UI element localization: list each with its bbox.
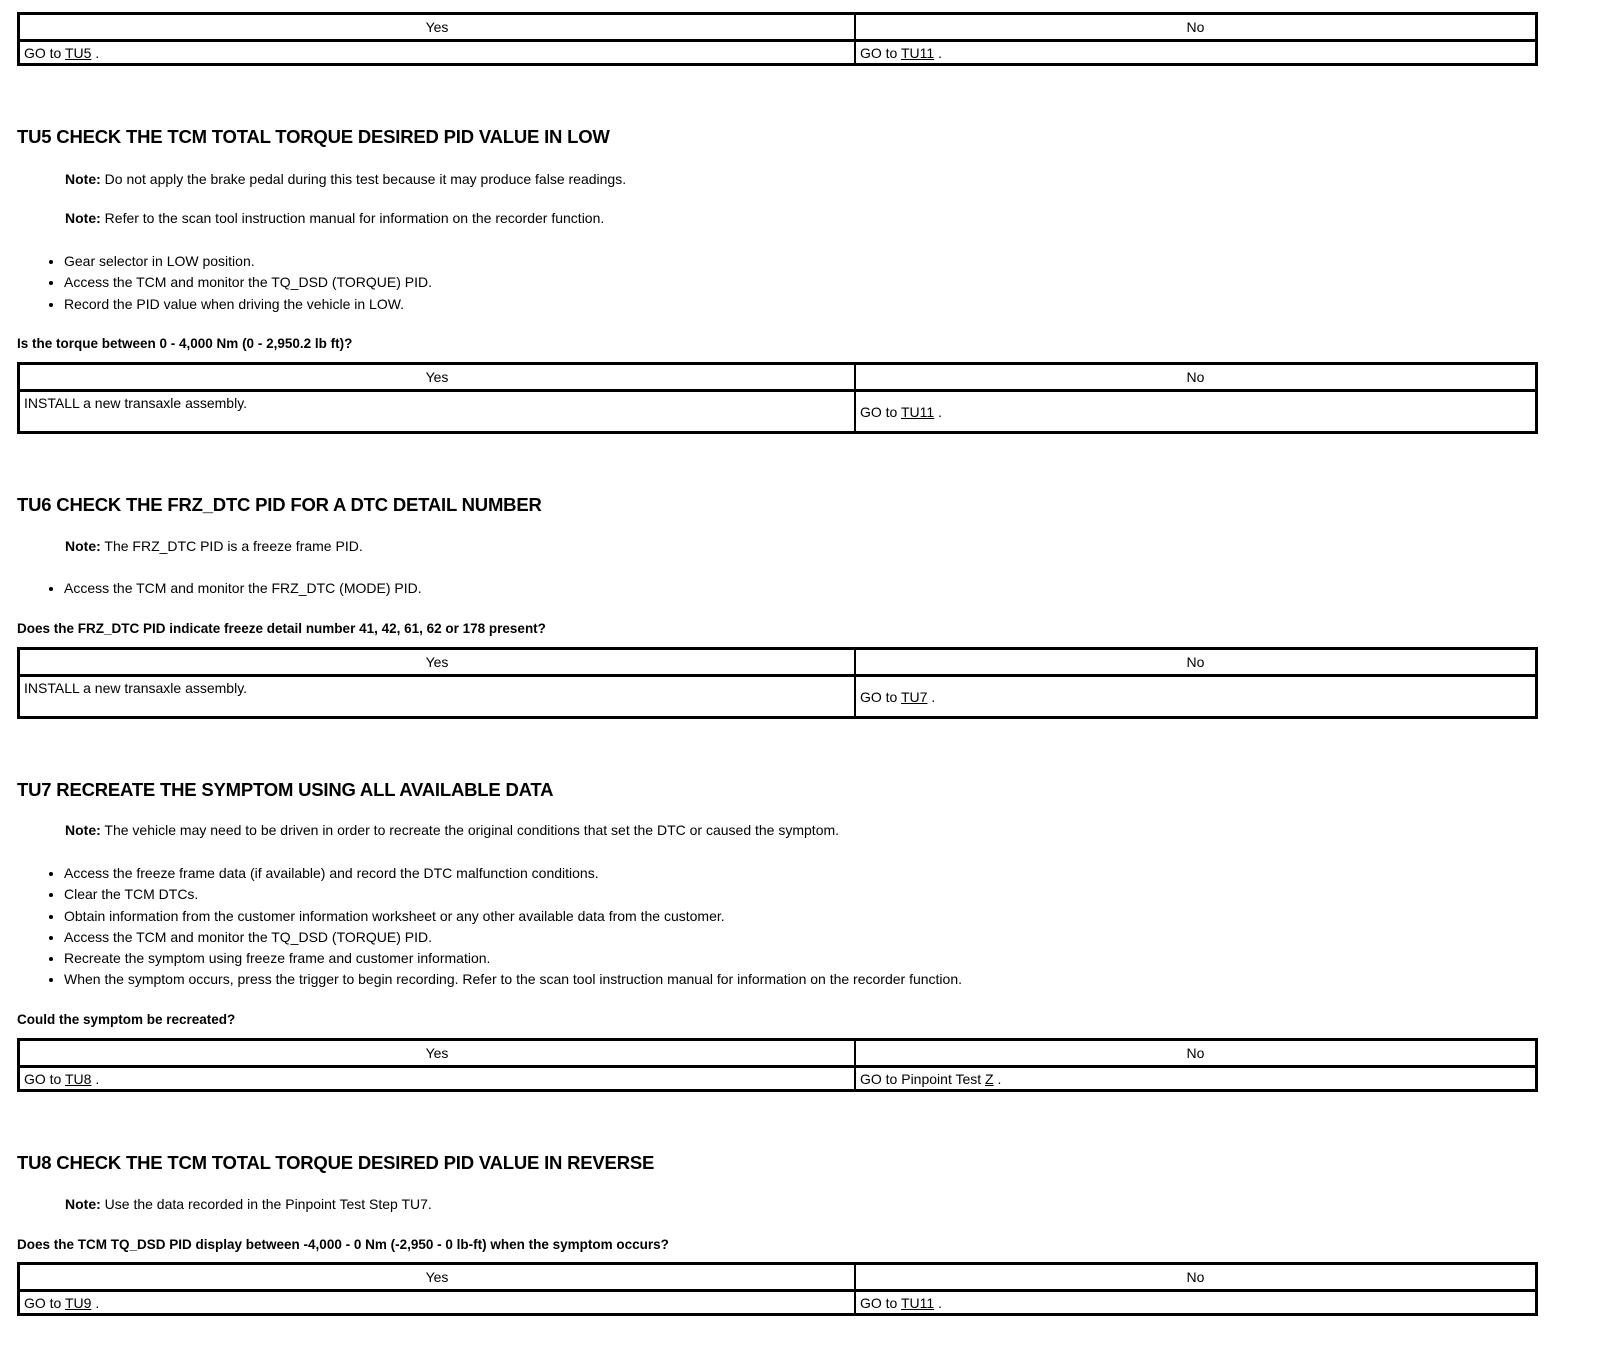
result-table-tu4: Yes No GO to TU5 . GO to TU11 . <box>17 12 1538 66</box>
section-heading-tu6: TU6 CHECK THE FRZ_DTC PID FOR A DTC DETA… <box>17 494 542 515</box>
no-text: GO to Pinpoint Test <box>860 1070 986 1087</box>
note-label: Note: <box>65 210 101 226</box>
note: Note: Refer to the scan tool instruction… <box>65 210 604 226</box>
note-text: The FRZ_DTC PID is a freeze frame PID. <box>104 538 363 554</box>
yes-text: GO to <box>24 44 65 61</box>
list-item: Record the PID value when driving the ve… <box>64 294 432 315</box>
no-cell: GO to TU11 . <box>854 389 1538 434</box>
note-label: Note: <box>65 538 101 554</box>
list-item: Recreate the symptom using freeze frame … <box>64 948 962 969</box>
yes-header: Yes <box>17 362 856 392</box>
list-item: Access the TCM and monitor the TQ_DSD (T… <box>64 927 962 948</box>
list-item: Access the freeze frame data (if availab… <box>64 863 962 884</box>
section-heading-tu5: TU5 CHECK THE TCM TOTAL TORQUE DESIRED P… <box>17 126 610 147</box>
note-label: Note: <box>65 1196 101 1212</box>
note-text: Do not apply the brake pedal during this… <box>104 171 627 187</box>
note: Note: The FRZ_DTC PID is a freeze frame … <box>65 538 363 554</box>
no-text: GO to <box>860 403 901 420</box>
yes-header: Yes <box>17 1262 856 1292</box>
no-header: No <box>854 1262 1538 1292</box>
list-item: When the symptom occurs, press the trigg… <box>64 969 962 990</box>
yes-cell: GO to TU8 . <box>17 1065 856 1092</box>
link-pinpoint-z[interactable]: Z <box>985 1070 994 1087</box>
no-header: No <box>854 647 1538 677</box>
yes-text: GO to <box>24 1070 65 1087</box>
note: Note: Use the data recorded in the Pinpo… <box>65 1196 432 1212</box>
yes-text: GO to <box>24 1294 65 1311</box>
yes-cell: INSTALL a new transaxle assembly. <box>17 674 856 719</box>
no-cell: GO to TU7 . <box>854 674 1538 719</box>
question: Does the FRZ_DTC PID indicate freeze det… <box>17 621 546 636</box>
yes-header: Yes <box>17 1038 856 1068</box>
yes-header: Yes <box>17 12 856 42</box>
result-table-tu8: Yes No GO to TU9 . GO to TU11 . <box>17 1262 1538 1316</box>
link-tu9[interactable]: TU9 <box>64 1294 92 1311</box>
no-cell: GO to TU11 . <box>854 1289 1538 1316</box>
no-text: GO to <box>860 688 901 705</box>
list-item: Access the TCM and monitor the FRZ_DTC (… <box>64 578 422 599</box>
yes-header: Yes <box>17 647 856 677</box>
question: Could the symptom be recreated? <box>17 1012 236 1027</box>
note-label: Note: <box>65 171 101 187</box>
list-item: Gear selector in LOW position. <box>64 251 432 272</box>
step-list: Gear selector in LOW position. Access th… <box>17 251 432 315</box>
link-tu11[interactable]: TU11 <box>900 403 935 420</box>
link-tu8[interactable]: TU8 <box>64 1070 92 1087</box>
link-tu11[interactable]: TU11 <box>900 1294 935 1311</box>
list-item: Access the TCM and monitor the TQ_DSD (T… <box>64 272 432 293</box>
result-table-tu7: Yes No GO to TU8 . GO to Pinpoint Test Z . <box>17 1038 1538 1092</box>
note-text: The vehicle may need to be driven in ord… <box>104 822 840 838</box>
note: Note: The vehicle may need to be driven … <box>65 822 839 838</box>
result-table-tu6: Yes No INSTALL a new transaxle assembly. G… <box>17 647 1538 719</box>
yes-cell: GO to TU9 . <box>17 1289 856 1316</box>
no-text: GO to <box>860 44 901 61</box>
link-tu5[interactable]: TU5 <box>64 44 92 61</box>
link-tu7[interactable]: TU7 <box>900 688 928 705</box>
note-label: Note: <box>65 822 101 838</box>
no-header: No <box>854 12 1538 42</box>
question: Is the torque between 0 - 4,000 Nm (0 - … <box>17 336 353 351</box>
no-cell: GO to TU11 . <box>854 39 1538 66</box>
section-heading-tu8: TU8 CHECK THE TCM TOTAL TORQUE DESIRED P… <box>17 1152 655 1173</box>
no-header: No <box>854 362 1538 392</box>
yes-cell: INSTALL a new transaxle assembly. <box>17 389 856 434</box>
question: Does the TCM TQ_DSD PID display between … <box>17 1237 669 1252</box>
no-cell: GO to Pinpoint Test Z . <box>854 1065 1538 1092</box>
step-list: Access the freeze frame data (if availab… <box>17 863 962 991</box>
note-text: Use the data recorded in the Pinpoint Te… <box>104 1196 432 1212</box>
yes-cell: GO to TU5 . <box>17 39 856 66</box>
no-text: GO to <box>860 1294 901 1311</box>
no-header: No <box>854 1038 1538 1068</box>
link-tu11[interactable]: TU11 <box>900 44 935 61</box>
note: Note: Do not apply the brake pedal durin… <box>65 171 626 187</box>
step-list: Access the TCM and monitor the FRZ_DTC (… <box>17 578 422 599</box>
section-heading-tu7: TU7 RECREATE THE SYMPTOM USING ALL AVAIL… <box>17 779 554 800</box>
note-text: Refer to the scan tool instruction manua… <box>104 210 605 226</box>
result-table-tu5: Yes No INSTALL a new transaxle assembly. G… <box>17 362 1538 434</box>
list-item: Obtain information from the customer inf… <box>64 906 962 927</box>
list-item: Clear the TCM DTCs. <box>64 884 962 905</box>
